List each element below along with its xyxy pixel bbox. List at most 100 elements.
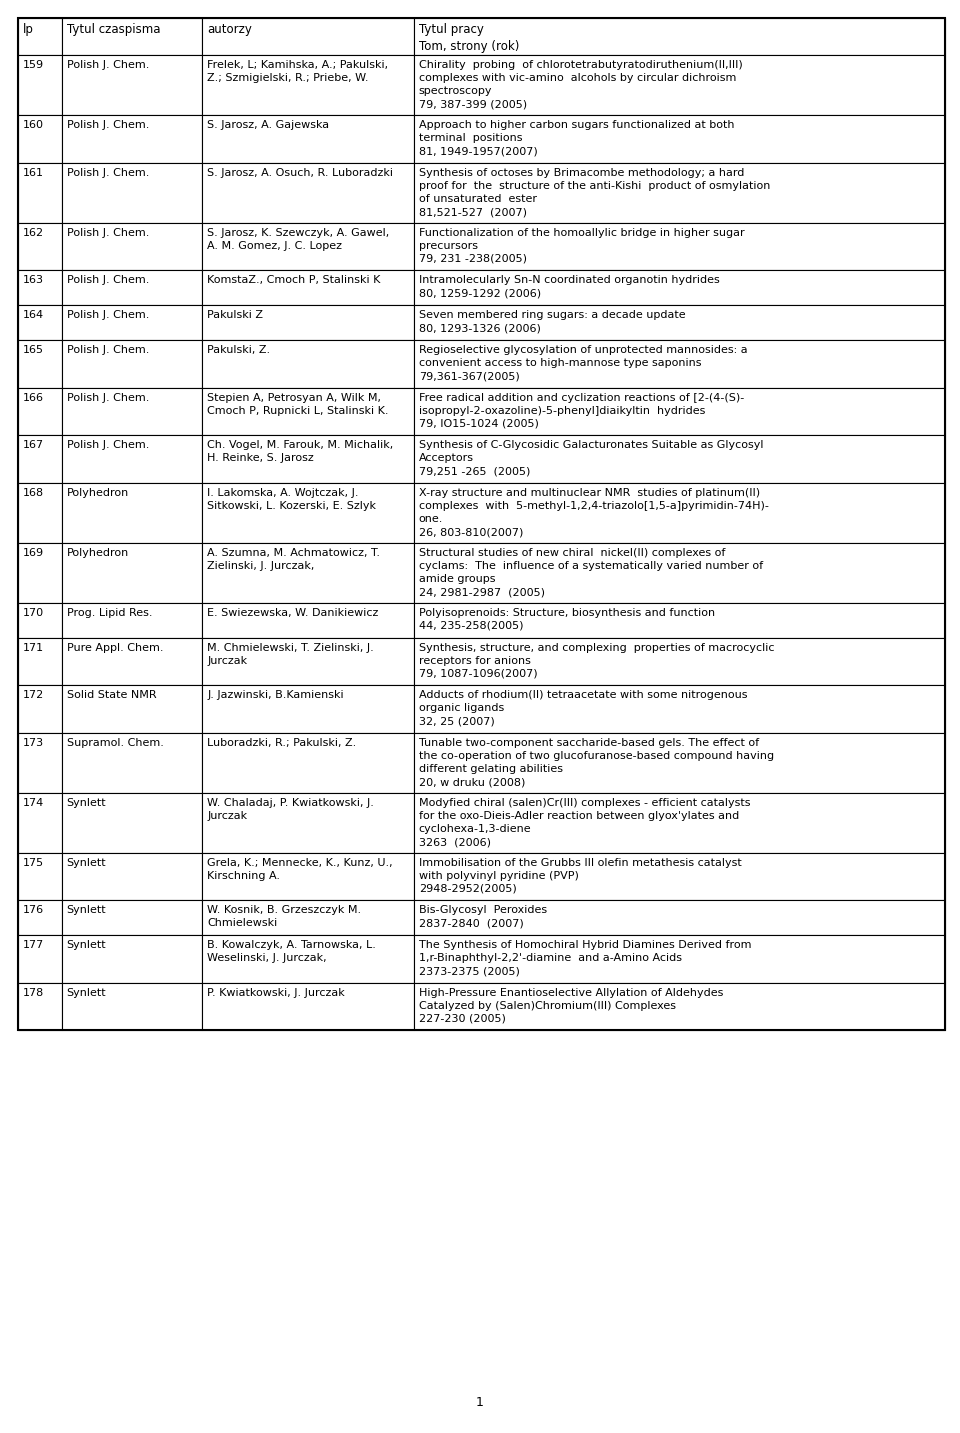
Text: Grela, K.; Mennecke, K., Kunz, U.,
Kirschning A.: Grela, K.; Mennecke, K., Kunz, U., Kirsc… bbox=[207, 857, 393, 881]
Bar bbox=[414, 638, 945, 685]
Bar bbox=[414, 685, 945, 732]
Text: Tunable two-component saccharide-based gels. The effect of
the co-operation of t: Tunable two-component saccharide-based g… bbox=[419, 738, 774, 787]
Text: 175: 175 bbox=[23, 857, 44, 867]
Bar bbox=[18, 54, 61, 115]
Bar bbox=[414, 162, 945, 222]
Text: 168: 168 bbox=[23, 487, 44, 497]
Bar bbox=[61, 340, 203, 387]
Bar bbox=[18, 934, 61, 983]
Text: 162: 162 bbox=[23, 228, 44, 238]
Bar bbox=[61, 19, 203, 54]
Bar bbox=[18, 387, 61, 436]
Bar bbox=[414, 853, 945, 900]
Bar bbox=[18, 638, 61, 685]
Bar bbox=[203, 983, 414, 1030]
Text: W. Kosnik, B. Grzeszczyk M.
Chmielewski: W. Kosnik, B. Grzeszczyk M. Chmielewski bbox=[207, 906, 362, 929]
Bar bbox=[18, 792, 61, 853]
Bar bbox=[18, 115, 61, 162]
Bar bbox=[414, 602, 945, 638]
Text: Polish J. Chem.: Polish J. Chem. bbox=[66, 345, 149, 355]
Text: Polyhedron: Polyhedron bbox=[66, 487, 129, 497]
Bar bbox=[203, 483, 414, 543]
Bar bbox=[61, 162, 203, 222]
Bar bbox=[203, 732, 414, 792]
Bar bbox=[61, 54, 203, 115]
Bar bbox=[414, 732, 945, 792]
Bar bbox=[18, 543, 61, 602]
Bar bbox=[414, 340, 945, 387]
Text: Synthesis of octoses by Brimacombe methodology; a hard
proof for  the  structure: Synthesis of octoses by Brimacombe metho… bbox=[419, 168, 770, 218]
Text: 169: 169 bbox=[23, 547, 44, 557]
Bar bbox=[18, 483, 61, 543]
Text: I. Lakomska, A. Wojtczak, J.
Sitkowski, L. Kozerski, E. Szlyk: I. Lakomska, A. Wojtczak, J. Sitkowski, … bbox=[207, 487, 376, 510]
Text: Structural studies of new chiral  nickel(II) complexes of
cyclams:  The  influen: Structural studies of new chiral nickel(… bbox=[419, 547, 763, 598]
Text: Polish J. Chem.: Polish J. Chem. bbox=[66, 60, 149, 70]
Text: 173: 173 bbox=[23, 738, 44, 748]
Text: 163: 163 bbox=[23, 275, 44, 285]
Bar bbox=[18, 853, 61, 900]
Bar bbox=[203, 222, 414, 269]
Bar bbox=[18, 900, 61, 934]
Text: The Synthesis of Homochiral Hybrid Diamines Derived from
1,r-BinaphthyI-2,2'-dia: The Synthesis of Homochiral Hybrid Diami… bbox=[419, 940, 752, 976]
Bar bbox=[414, 934, 945, 983]
Text: Synthesis, structure, and complexing  properties of macrocyclic
receptors for an: Synthesis, structure, and complexing pro… bbox=[419, 642, 775, 679]
Text: Supramol. Chem.: Supramol. Chem. bbox=[66, 738, 163, 748]
Bar bbox=[203, 602, 414, 638]
Text: Polyhedron: Polyhedron bbox=[66, 547, 129, 557]
Text: A. Szumna, M. Achmatowicz, T.
Zielinski, J. Jurczak,: A. Szumna, M. Achmatowicz, T. Zielinski,… bbox=[207, 547, 380, 570]
Bar bbox=[414, 305, 945, 340]
Bar bbox=[203, 638, 414, 685]
Bar bbox=[414, 269, 945, 305]
Text: 161: 161 bbox=[23, 168, 44, 178]
Text: Synthesis of C-Glycosidic Galacturonates Suitable as Glycosyl
Acceptors
79,251 -: Synthesis of C-Glycosidic Galacturonates… bbox=[419, 440, 763, 476]
Text: Tytul czaspisma: Tytul czaspisma bbox=[66, 23, 160, 36]
Text: Synlett: Synlett bbox=[66, 857, 107, 867]
Text: X-ray structure and multinuclear NMR  studies of platinum(II)
complexes  with  5: X-ray structure and multinuclear NMR stu… bbox=[419, 487, 769, 537]
Text: Pure Appl. Chem.: Pure Appl. Chem. bbox=[66, 642, 163, 652]
Bar bbox=[203, 340, 414, 387]
Text: Ch. Vogel, M. Farouk, M. Michalik,
H. Reinke, S. Jarosz: Ch. Vogel, M. Farouk, M. Michalik, H. Re… bbox=[207, 440, 394, 463]
Text: Stepien A, Petrosyan A, Wilk M,
Cmoch P, Rupnicki L, Stalinski K.: Stepien A, Petrosyan A, Wilk M, Cmoch P,… bbox=[207, 393, 389, 416]
Text: Prog. Lipid Res.: Prog. Lipid Res. bbox=[66, 608, 152, 618]
Bar bbox=[414, 483, 945, 543]
Text: Polish J. Chem.: Polish J. Chem. bbox=[66, 228, 149, 238]
Text: Pakulski, Z.: Pakulski, Z. bbox=[207, 345, 271, 355]
Bar bbox=[18, 340, 61, 387]
Bar bbox=[61, 483, 203, 543]
Bar bbox=[203, 900, 414, 934]
Bar bbox=[61, 900, 203, 934]
Text: 172: 172 bbox=[23, 691, 44, 699]
Text: Polyisoprenoids: Structure, biosynthesis and function
44, 235-258(2005): Polyisoprenoids: Structure, biosynthesis… bbox=[419, 608, 715, 631]
Bar bbox=[61, 853, 203, 900]
Text: Modyfied chiral (salen)Cr(III) complexes - efficient catalysts
for the oxo-Dieis: Modyfied chiral (salen)Cr(III) complexes… bbox=[419, 798, 751, 847]
Bar bbox=[414, 54, 945, 115]
Bar bbox=[414, 900, 945, 934]
Text: S. Jarosz, A. Gajewska: S. Jarosz, A. Gajewska bbox=[207, 120, 329, 130]
Bar bbox=[18, 602, 61, 638]
Bar bbox=[61, 115, 203, 162]
Text: Approach to higher carbon sugars functionalized at both
terminal  positions
81, : Approach to higher carbon sugars functio… bbox=[419, 120, 734, 156]
Text: 159: 159 bbox=[23, 60, 44, 70]
Bar bbox=[203, 305, 414, 340]
Bar bbox=[203, 162, 414, 222]
Text: KomstaZ., Cmoch P, Stalinski K: KomstaZ., Cmoch P, Stalinski K bbox=[207, 275, 381, 285]
Text: Frelek, L; Kamihska, A.; Pakulski,
Z.; Szmigielski, R.; Priebe, W.: Frelek, L; Kamihska, A.; Pakulski, Z.; S… bbox=[207, 60, 389, 83]
Text: 171: 171 bbox=[23, 642, 44, 652]
Bar bbox=[203, 19, 414, 54]
Text: J. Jazwinski, B.Kamienski: J. Jazwinski, B.Kamienski bbox=[207, 691, 344, 699]
Text: 174: 174 bbox=[23, 798, 44, 808]
Bar bbox=[414, 115, 945, 162]
Text: lp: lp bbox=[23, 23, 34, 36]
Bar bbox=[414, 543, 945, 602]
Bar bbox=[18, 222, 61, 269]
Bar bbox=[61, 543, 203, 602]
Text: Adducts of rhodium(II) tetraacetate with some nitrogenous
organic ligands
32, 25: Adducts of rhodium(II) tetraacetate with… bbox=[419, 691, 747, 727]
Bar bbox=[61, 436, 203, 483]
Text: Bis-Glycosyl  Peroxides
2837-2840  (2007): Bis-Glycosyl Peroxides 2837-2840 (2007) bbox=[419, 906, 547, 929]
Bar bbox=[203, 115, 414, 162]
Bar bbox=[61, 305, 203, 340]
Bar bbox=[18, 685, 61, 732]
Bar bbox=[414, 387, 945, 436]
Bar bbox=[18, 436, 61, 483]
Text: 178: 178 bbox=[23, 987, 44, 997]
